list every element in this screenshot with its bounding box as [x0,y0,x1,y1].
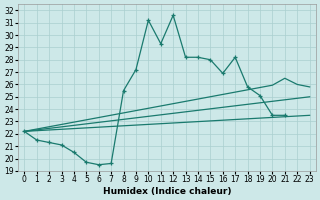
X-axis label: Humidex (Indice chaleur): Humidex (Indice chaleur) [103,187,231,196]
